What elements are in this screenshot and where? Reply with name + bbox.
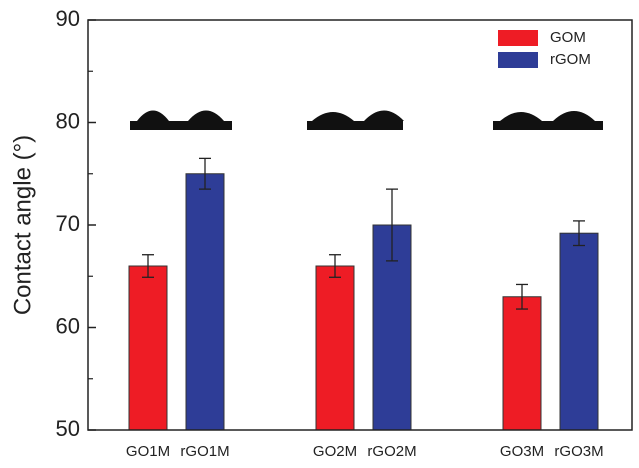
y-tick-label: 80 <box>56 108 80 133</box>
droplet-images <box>130 111 603 131</box>
bar <box>186 174 224 430</box>
bar <box>316 266 354 430</box>
x-tick-label: rGO2M <box>367 443 416 460</box>
legend-label: GOM <box>550 29 586 46</box>
x-tick-label: rGO1M <box>180 443 229 460</box>
droplet <box>188 111 224 122</box>
chart: Contact angle (°) 50 60 70 80 90 GO1M rGO1M GO2… <box>0 0 639 468</box>
substrate <box>307 121 403 130</box>
substrate <box>130 121 232 130</box>
bar <box>560 233 598 430</box>
x-tick-label: GO2M <box>313 443 357 460</box>
y-tick-label: 50 <box>56 416 80 441</box>
droplet <box>553 111 595 121</box>
droplet <box>364 111 404 122</box>
legend-label: rGOM <box>550 51 591 68</box>
x-tick-label: GO3M <box>500 443 544 460</box>
droplet <box>137 111 169 122</box>
bar <box>503 297 541 430</box>
page: Contact angle (°) 50 60 70 80 90 GO1M rGO1M GO2… <box>0 0 639 468</box>
y-tick-label: 60 <box>56 313 80 338</box>
droplet <box>312 112 354 121</box>
legend-swatch <box>498 30 538 46</box>
y-tick-label: 70 <box>56 211 80 236</box>
bar <box>129 266 167 430</box>
substrate <box>493 121 603 130</box>
y-tick-label: 90 <box>56 6 80 31</box>
x-tick-label: GO1M <box>126 443 170 460</box>
droplet <box>500 112 542 121</box>
plot-frame <box>88 20 632 430</box>
x-tick-label: rGO3M <box>554 443 603 460</box>
legend-swatch <box>498 52 538 68</box>
y-axis-label: Contact angle (°) <box>9 135 36 315</box>
